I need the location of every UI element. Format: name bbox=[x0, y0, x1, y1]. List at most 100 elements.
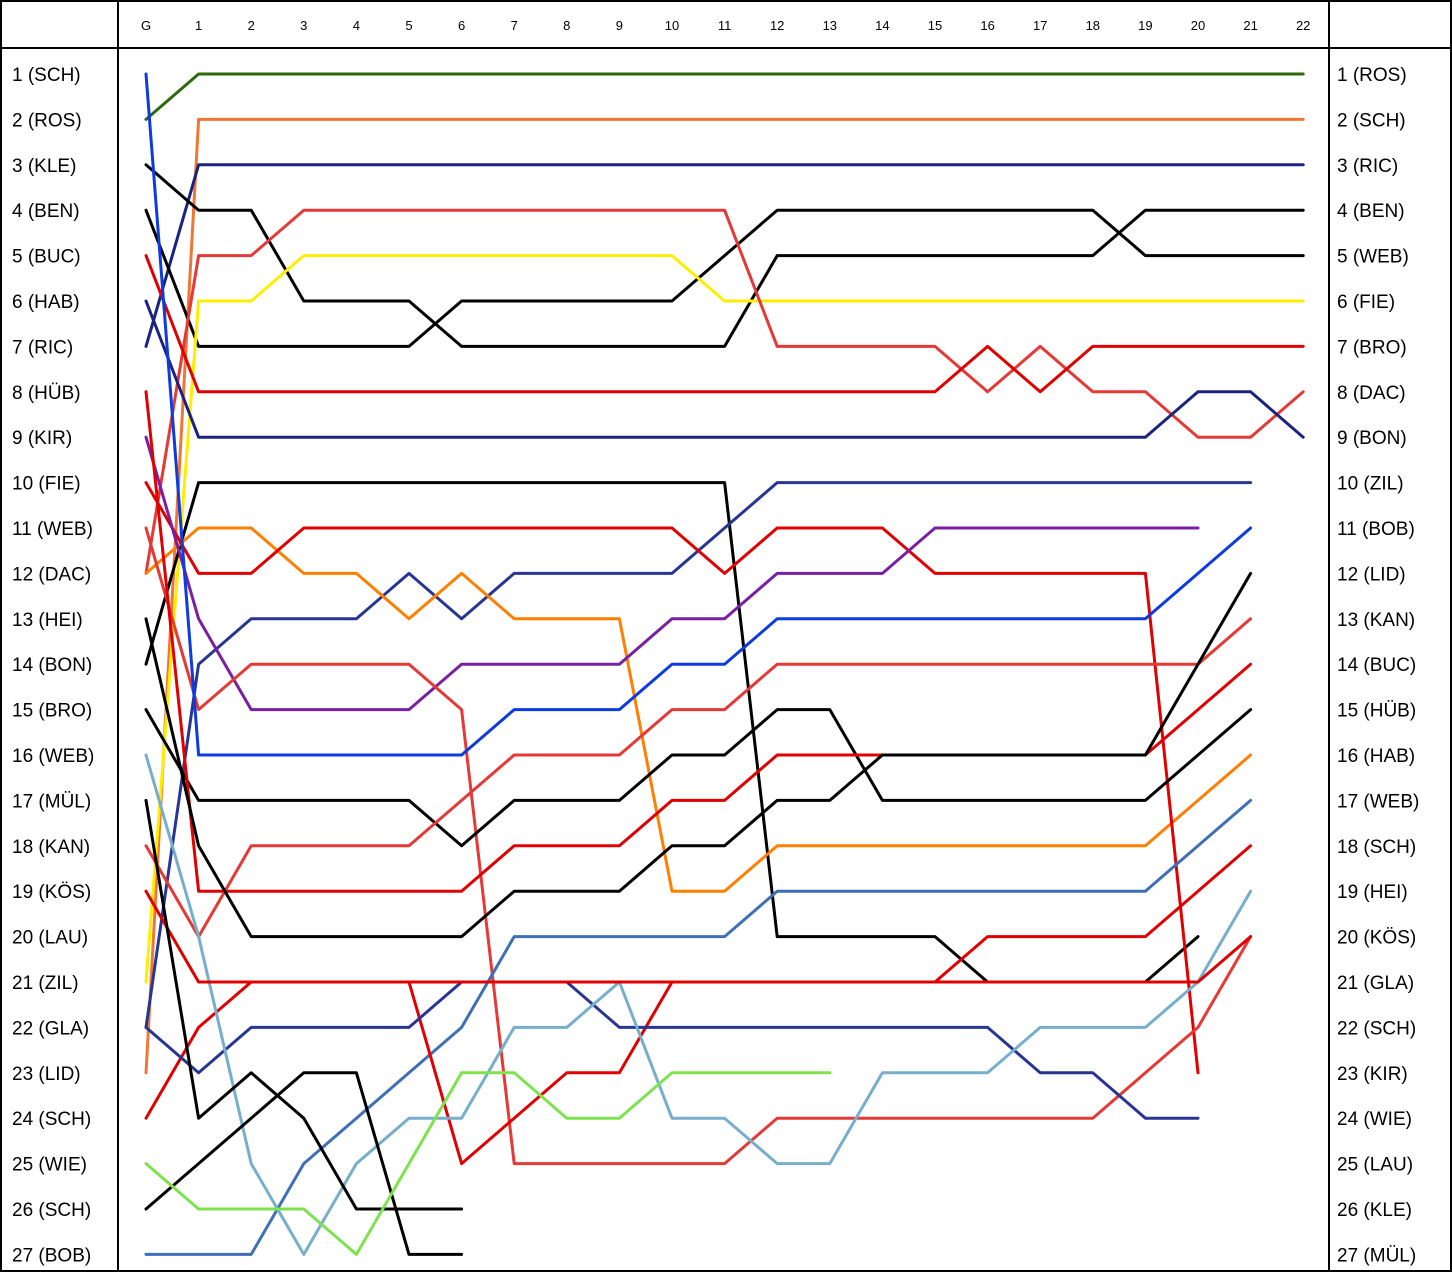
driver-line bbox=[144, 844, 1253, 1166]
lap-tick-label: 4 bbox=[353, 18, 360, 33]
lap-tick-label: 13 bbox=[823, 18, 837, 33]
grid-position-label: 25 (WIE) bbox=[12, 1155, 87, 1176]
grid-position-label: 10 (FIE) bbox=[12, 474, 81, 495]
lap-tick-label: 8 bbox=[563, 18, 570, 33]
grid-position-label: 22 (GLA) bbox=[12, 1018, 89, 1039]
result-position-label: 25 (LAU) bbox=[1337, 1155, 1413, 1176]
grid-position-labels: 1 (SCH) 2 (ROS) 3 (KLE) 4 (BEN) 5 (BUC) 6 (HA… bbox=[12, 65, 94, 1266]
result-position-label: 6 (FIE) bbox=[1337, 292, 1395, 313]
lap-tick-label: 15 bbox=[928, 18, 942, 33]
driver-line bbox=[144, 117, 1305, 1075]
result-position-label: 2 (SCH) bbox=[1337, 110, 1406, 131]
driver-line bbox=[144, 435, 1200, 712]
grid-position-label: 19 (KÖS) bbox=[12, 882, 91, 903]
grid-position-label: 2 (ROS) bbox=[12, 110, 82, 131]
result-position-label: 10 (ZIL) bbox=[1337, 474, 1404, 495]
result-position-label: 12 (LID) bbox=[1337, 564, 1406, 585]
driver-line bbox=[144, 1071, 464, 1256]
result-position-label: 19 (HEI) bbox=[1337, 882, 1408, 903]
driver-line bbox=[144, 390, 1253, 893]
result-position-label: 7 (BRO) bbox=[1337, 337, 1407, 358]
driver-line bbox=[144, 208, 1305, 348]
grid-position-label: 11 (WEB) bbox=[12, 519, 93, 540]
lap-tick-label: 19 bbox=[1138, 18, 1152, 33]
driver-line bbox=[144, 1071, 832, 1256]
driver-line bbox=[144, 980, 1200, 1120]
lap-tick-label: 12 bbox=[770, 18, 784, 33]
lap-ticks: G 1 2 3 4 5 6 7 8 9 10 11 12 13 14 15 16 17 18 19 20 21 22 bbox=[141, 18, 1310, 33]
grid-position-label: 5 (BUC) bbox=[12, 247, 81, 268]
driver-line bbox=[144, 753, 1253, 1256]
result-position-label: 9 (BON) bbox=[1337, 428, 1407, 449]
lap-tick-label: 3 bbox=[300, 18, 307, 33]
result-position-label: 17 (WEB) bbox=[1337, 791, 1419, 812]
lap-tick-label: 10 bbox=[665, 18, 679, 33]
driver-line bbox=[144, 481, 1200, 984]
grid-position-label: 14 (BON) bbox=[12, 655, 92, 676]
grid-position-label: 27 (BOB) bbox=[12, 1245, 91, 1266]
result-position-label: 1 (ROS) bbox=[1337, 65, 1407, 86]
lap-tick-label: 5 bbox=[405, 18, 412, 33]
lap-tick-label: 7 bbox=[511, 18, 518, 33]
grid-position-label: 9 (KIR) bbox=[12, 428, 72, 449]
lap-tick-label: 9 bbox=[616, 18, 623, 33]
lap-tick-label: 22 bbox=[1296, 18, 1310, 33]
driver-lines bbox=[144, 72, 1305, 1256]
result-position-label: 13 (KAN) bbox=[1337, 610, 1415, 631]
grid-position-label: 26 (SCH) bbox=[12, 1200, 91, 1221]
lap-tick-label: 21 bbox=[1243, 18, 1257, 33]
grid-position-label: 7 (RIC) bbox=[12, 337, 73, 358]
grid-position-label: 21 (ZIL) bbox=[12, 973, 79, 994]
result-position-label: 18 (SCH) bbox=[1337, 837, 1416, 858]
grid-position-label: 15 (BRO) bbox=[12, 701, 92, 722]
lap-tick-label: 6 bbox=[458, 18, 465, 33]
grid-position-label: 24 (SCH) bbox=[12, 1109, 91, 1130]
result-position-label: 23 (KIR) bbox=[1337, 1064, 1408, 1085]
driver-line bbox=[144, 889, 1253, 984]
driver-line bbox=[144, 571, 1253, 939]
lap-tick-label: 1 bbox=[195, 18, 202, 33]
driver-line bbox=[144, 163, 1305, 348]
grid-position-label: 6 (HAB) bbox=[12, 292, 80, 313]
lap-tick-label: 2 bbox=[248, 18, 255, 33]
grid-position-label: 23 (LID) bbox=[12, 1064, 81, 1085]
result-position-label: 8 (DAC) bbox=[1337, 383, 1406, 404]
driver-line bbox=[144, 481, 1200, 1075]
lap-tick-label: 17 bbox=[1033, 18, 1047, 33]
result-position-label: 16 (HAB) bbox=[1337, 746, 1415, 767]
result-position-label: 20 (KÖS) bbox=[1337, 928, 1416, 949]
result-position-label: 21 (GLA) bbox=[1337, 973, 1414, 994]
driver-line bbox=[144, 299, 1305, 439]
result-position-label: 15 (HÜB) bbox=[1337, 701, 1416, 722]
grid-position-label: 8 (HÜB) bbox=[12, 383, 81, 404]
result-position-label: 24 (WIE) bbox=[1337, 1109, 1412, 1130]
driver-line bbox=[144, 526, 1253, 893]
driver-line bbox=[144, 617, 1253, 939]
driver-line bbox=[144, 208, 1305, 575]
result-position-label: 26 (KLE) bbox=[1337, 1200, 1412, 1221]
grid-position-label: 12 (DAC) bbox=[12, 564, 91, 585]
driver-line bbox=[144, 72, 1305, 121]
lap-tick-label: 16 bbox=[980, 18, 994, 33]
grid-position-label: 1 (SCH) bbox=[12, 65, 81, 86]
result-position-label: 14 (BUC) bbox=[1337, 655, 1416, 676]
grid-position-label: 16 (WEB) bbox=[12, 746, 94, 767]
lap-tick-label: 11 bbox=[718, 18, 732, 33]
result-position-label: 4 (BEN) bbox=[1337, 201, 1405, 222]
lap-tick-label: 20 bbox=[1191, 18, 1205, 33]
driver-line bbox=[144, 708, 1253, 848]
driver-line bbox=[144, 526, 1253, 1166]
driver-line bbox=[144, 798, 464, 1211]
grid-position-label: 4 (BEN) bbox=[12, 201, 80, 222]
grid-position-label: 20 (LAU) bbox=[12, 928, 88, 949]
result-position-label: 11 (BOB) bbox=[1337, 519, 1415, 540]
grid-position-label: 17 (MÜL) bbox=[12, 791, 91, 812]
result-position-label: 5 (WEB) bbox=[1337, 247, 1409, 268]
result-position-labels: 1 (ROS) 2 (SCH) 3 (RIC) 4 (BEN) 5 (WEB) 6 (FI… bbox=[1337, 65, 1419, 1266]
driver-line bbox=[144, 163, 1305, 348]
driver-line bbox=[144, 72, 1253, 757]
lap-tick-label: 14 bbox=[875, 18, 889, 33]
